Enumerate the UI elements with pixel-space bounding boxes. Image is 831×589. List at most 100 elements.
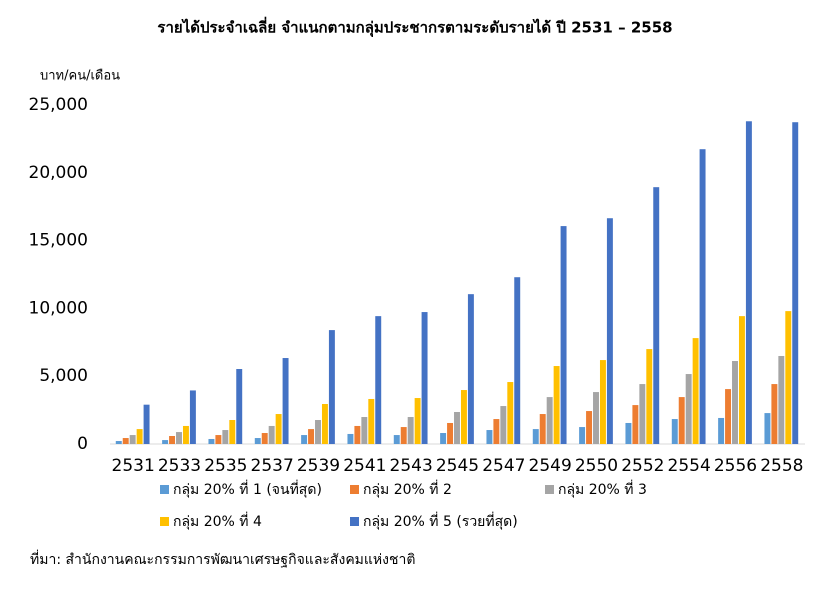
bar xyxy=(718,417,725,444)
bar xyxy=(129,435,136,444)
bar xyxy=(653,187,660,445)
x-tick-label: 2539 xyxy=(297,456,340,476)
x-tick-label: 2547 xyxy=(482,456,525,476)
y-tick-label: 5,000 xyxy=(39,366,88,386)
bar xyxy=(122,438,129,444)
bar xyxy=(414,398,421,444)
y-tick-label: 25,000 xyxy=(29,95,88,115)
bar xyxy=(632,405,639,444)
bar xyxy=(354,425,361,444)
bar xyxy=(407,417,414,444)
bar xyxy=(261,433,268,444)
bar xyxy=(421,312,428,444)
x-tick-label: 2549 xyxy=(529,456,572,476)
bar xyxy=(301,435,308,444)
bar xyxy=(764,413,771,444)
x-tick-label: 2531 xyxy=(112,456,155,476)
y-tick-label: 10,000 xyxy=(29,298,88,318)
bar xyxy=(646,349,653,444)
bar xyxy=(532,429,539,444)
bar xyxy=(176,432,182,444)
x-tick-label: 2558 xyxy=(760,456,803,476)
bar xyxy=(500,406,507,444)
bar xyxy=(785,311,792,444)
bar xyxy=(347,433,354,444)
bar xyxy=(778,355,785,444)
source-note: ที่มา: สำนักงานคณะกรรมการพัฒนาเศรษฐกิจแล… xyxy=(30,550,415,568)
legend-label: กลุ่ม 20% ที่ 3 xyxy=(558,480,647,498)
bar xyxy=(725,389,732,444)
bar xyxy=(586,411,593,444)
bar xyxy=(792,122,799,445)
bar xyxy=(115,441,122,444)
legend-label: กลุ่ม 20% ที่ 1 (จนที่สุด) xyxy=(173,480,322,498)
bar xyxy=(275,414,282,444)
x-tick-label: 2550 xyxy=(575,456,618,476)
bar xyxy=(599,360,606,444)
bar xyxy=(222,430,229,444)
bar xyxy=(328,330,335,444)
x-tick-label: 2533 xyxy=(158,456,201,476)
bar xyxy=(514,277,521,444)
bar xyxy=(169,435,176,444)
y-tick-label: 0 xyxy=(77,434,88,454)
bar xyxy=(282,358,289,444)
bar xyxy=(229,419,236,444)
bar xyxy=(493,419,500,444)
y-tick-label: 15,000 xyxy=(29,231,88,251)
y-tick-label: 20,000 xyxy=(29,163,88,183)
legend-label: กลุ่ม 20% ที่ 2 xyxy=(363,480,452,498)
bar xyxy=(215,435,222,444)
bar xyxy=(321,403,328,444)
bar xyxy=(315,419,321,444)
bar xyxy=(732,361,738,444)
chart-title: รายได้ประจำเฉลี่ย จำแนกตามกลุ่มประชากรตา… xyxy=(157,17,672,38)
bar xyxy=(254,438,261,444)
bar xyxy=(375,316,382,444)
bar xyxy=(460,390,467,444)
bar xyxy=(361,417,368,444)
bar xyxy=(189,390,196,444)
bar xyxy=(692,338,699,444)
legend-label: กลุ่ม 20% ที่ 5 (รวยที่สุด) xyxy=(363,512,518,530)
legend-swatch xyxy=(350,485,359,494)
bar xyxy=(539,414,546,444)
bar xyxy=(639,384,646,444)
legend-swatch xyxy=(545,485,554,494)
bar xyxy=(771,384,778,444)
legend-swatch xyxy=(160,517,169,526)
legend-label: กลุ่ม 20% ที่ 4 xyxy=(173,512,262,530)
bar xyxy=(268,425,275,444)
bar xyxy=(447,422,454,444)
bar xyxy=(136,429,143,444)
bar xyxy=(553,366,560,444)
bar xyxy=(236,369,243,444)
y-axis-label: บาท/คน/เดือน xyxy=(40,68,120,84)
x-tick-label: 2535 xyxy=(204,456,247,476)
bar xyxy=(671,419,678,444)
bar xyxy=(308,429,315,444)
bar xyxy=(593,392,599,444)
bar xyxy=(393,435,400,444)
bar xyxy=(745,121,752,444)
legend-swatch xyxy=(160,485,169,494)
bar xyxy=(606,218,613,444)
bar xyxy=(454,411,460,444)
x-tick-label: 2545 xyxy=(436,456,479,476)
bar xyxy=(400,427,407,444)
bar xyxy=(182,425,189,444)
bar xyxy=(699,149,706,444)
x-tick-label: 2541 xyxy=(343,456,386,476)
x-tick-label: 2552 xyxy=(621,456,664,476)
bar xyxy=(678,397,685,444)
legend-swatch xyxy=(350,517,359,526)
bar xyxy=(560,226,567,444)
x-tick-label: 2543 xyxy=(390,456,433,476)
bar xyxy=(440,433,447,444)
bar xyxy=(467,294,474,444)
bar xyxy=(546,397,553,444)
bar xyxy=(143,404,150,444)
bar xyxy=(507,382,514,444)
bar xyxy=(208,438,215,444)
